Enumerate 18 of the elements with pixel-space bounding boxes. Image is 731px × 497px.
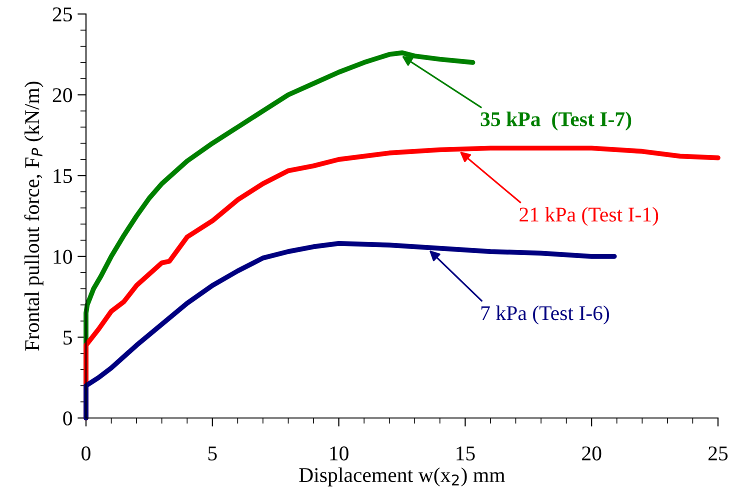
y-tick-label: 25: [52, 7, 72, 22]
y-tick-label: 20: [52, 88, 72, 102]
x-tick-label: 0: [82, 446, 90, 460]
x-tick-label: 15: [456, 446, 475, 460]
x-axis-title: Displacement w(x$_{2}$) mm: [299, 467, 505, 486]
x-tick-label: 5: [208, 446, 217, 460]
y-tick-label: 0: [63, 411, 72, 426]
y-tick-label: 15: [54, 169, 72, 184]
x-tick-label: 20: [582, 446, 602, 460]
annotation: 21 kPa (Test I-1): [520, 206, 658, 226]
x-tick-label: 25: [708, 446, 728, 460]
y-tick-label: 10: [54, 250, 72, 264]
annotation: 7 kPa (Test I-6): [481, 306, 610, 324]
y-axis-title: Frontal pullout force, F$_{P}$ (kN/m): [24, 82, 44, 351]
annotation: 35 kPa (Test I-7): [480, 112, 632, 131]
y-tick-label: 5: [64, 330, 72, 345]
x-tick-label: 10: [330, 446, 348, 460]
line-series: [84, 241, 617, 420]
